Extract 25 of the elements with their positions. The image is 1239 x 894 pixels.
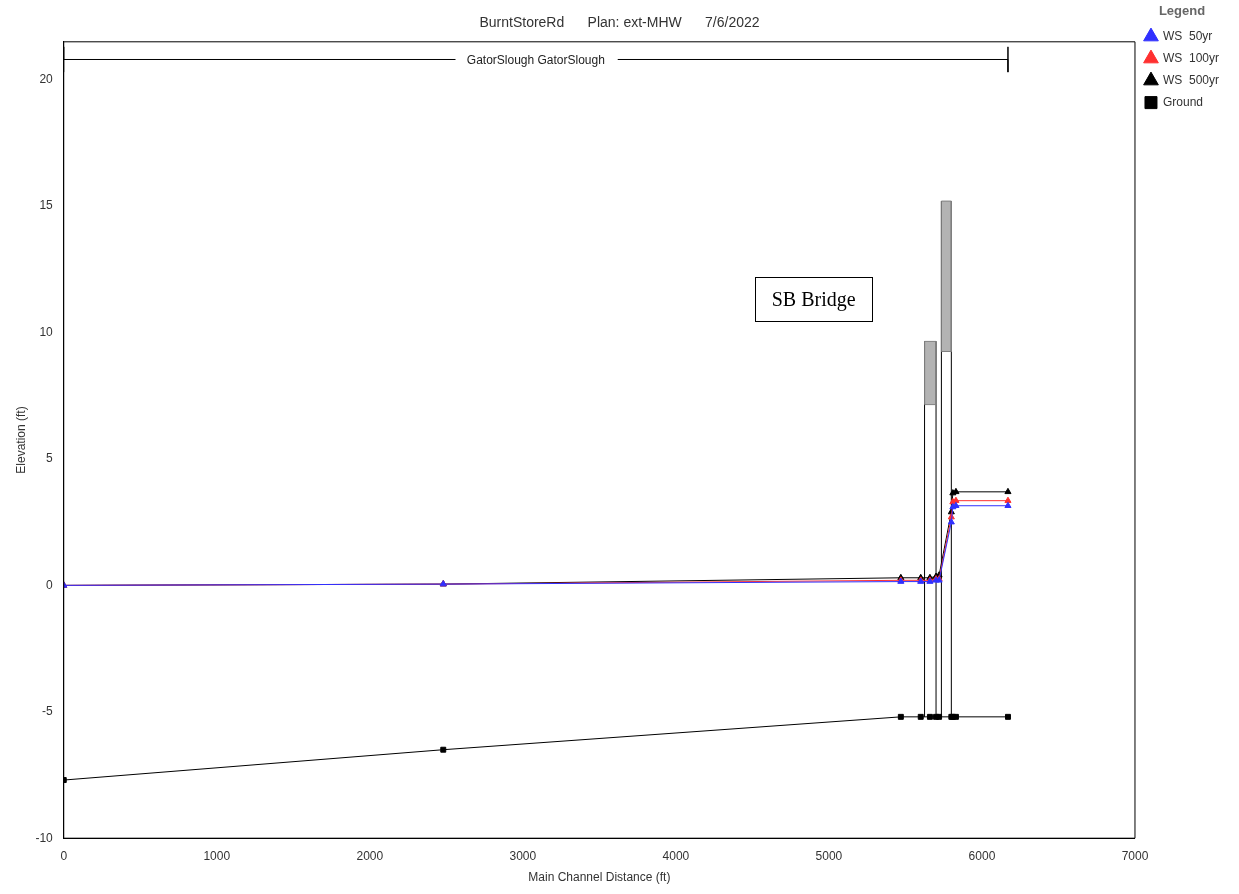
legend-label: WS 100yr — [1162, 50, 1219, 65]
legend-label: Ground — [1162, 94, 1204, 109]
x-tick-label: 2000 — [356, 848, 384, 863]
y-tick-label: 10 — [39, 324, 54, 339]
y-tick-label: -10 — [35, 830, 54, 845]
x-tick-label: 6000 — [968, 848, 996, 863]
annotation: SB Bridge — [754, 276, 873, 322]
y-tick-label: 0 — [46, 577, 54, 592]
y-tick-label: 15 — [39, 198, 54, 213]
y-tick-label: -5 — [42, 704, 54, 719]
x-tick-label: 7000 — [1121, 848, 1149, 863]
x-tick-label: 0 — [60, 848, 68, 863]
x-tick-label: 3000 — [509, 848, 537, 863]
annotation: GatorSlough GatorSlough — [466, 52, 605, 67]
x-tick-label: 5000 — [815, 848, 843, 863]
x-axis-title: Main Channel Distance (ft) — [528, 870, 671, 885]
legend-label: WS 500yr — [1162, 72, 1219, 87]
y-tick-label: 5 — [46, 451, 54, 466]
legend-label: WS 50yr — [1162, 28, 1213, 43]
y-tick-label: 20 — [39, 72, 54, 87]
chart-title: BurntStoreRd Plan: ext-MHW 7/6/2022 — [479, 14, 760, 31]
legend-title: Legend — [1158, 3, 1206, 19]
x-tick-label: 4000 — [662, 848, 690, 863]
y-axis-title: Elevation (ft) — [13, 406, 28, 474]
x-tick-label: 1000 — [203, 848, 231, 863]
